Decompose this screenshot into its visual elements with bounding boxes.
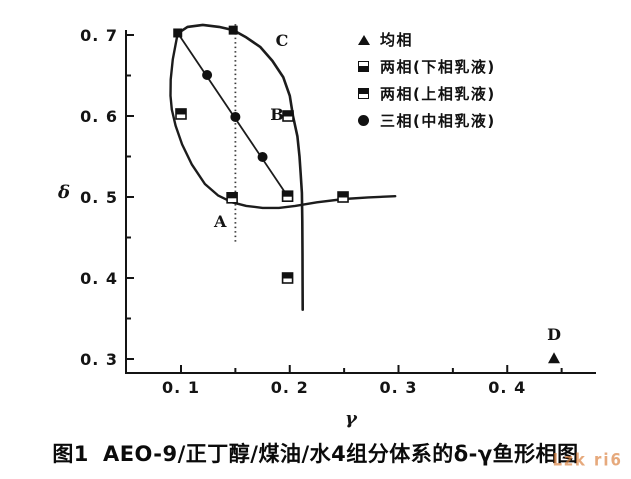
square-top-marker-fill	[338, 192, 349, 198]
y-tick-label: 0. 5	[80, 188, 118, 207]
legend-item-single-phase: 均相	[358, 26, 496, 53]
legend-item-two-phase-upper: 两相(上相乳液)	[358, 80, 496, 107]
annotation-C: C	[276, 31, 289, 50]
plot-generated-content: 0. 1 0. 2 0. 3 0. 4 0. 3 0. 4 0. 5 0. 6 0. 7 A B C D	[80, 23, 563, 397]
legend-item-three-phase: 三相(中相乳液)	[358, 107, 496, 134]
x-tick-label: 0. 1	[162, 378, 200, 397]
circle-marker	[230, 111, 241, 122]
square-bottom-filled-icon	[358, 61, 380, 72]
x-axis-label: γ	[345, 408, 358, 429]
fish-body-lower-and-tail-axis	[169, 32, 397, 210]
fish-body-upper-and-tail	[176, 23, 305, 311]
annotation-B: B	[270, 105, 284, 124]
legend-item-two-phase-lower: 两相(下相乳液)	[358, 53, 496, 80]
figure-number: 图1	[52, 442, 89, 466]
square-top-filled-icon	[358, 88, 380, 99]
circle-marker	[202, 70, 213, 81]
figure-caption: 图1 AEO-9/正丁醇/煤油/水4组分体系的δ-γ鱼形相图	[0, 438, 631, 468]
square-marker	[228, 25, 238, 35]
circle-filled-icon	[358, 115, 380, 126]
legend-label: 三相(中相乳液)	[380, 112, 496, 130]
square-top-marker-fill	[176, 108, 186, 115]
legend-label: 两相(下相乳液)	[380, 58, 496, 76]
y-tick-label: 0. 6	[80, 107, 118, 126]
legend-label: 均相	[380, 31, 414, 49]
phase-diagram-plot: 0. 1 0. 2 0. 3 0. 4 0. 3 0. 4 0. 5 0. 6 0. 7 A B C D…	[57, 23, 596, 429]
triangle-filled-icon	[358, 34, 380, 45]
circle-marker	[257, 151, 268, 162]
x-tick-label: 0. 3	[380, 378, 418, 397]
watermark: Lzk ri6	[552, 450, 623, 470]
square-top-marker-fill	[283, 111, 294, 117]
y-tick-label: 0. 7	[80, 26, 118, 45]
square-top-marker-fill	[282, 191, 293, 197]
annotation-D: D	[547, 325, 561, 344]
legend-label: 两相(上相乳液)	[380, 85, 496, 103]
x-tick-label: 0. 4	[488, 378, 526, 397]
triangle-marker	[548, 352, 561, 364]
y-axis-label: δ	[57, 182, 70, 203]
square-top-marker-fill	[282, 273, 293, 279]
annotation-A: A	[213, 212, 227, 231]
y-tick-label: 0. 4	[80, 269, 118, 288]
x-tick-label: 0. 2	[271, 378, 309, 397]
figure-caption-text: AEO-9/正丁醇/煤油/水4组分体系的δ-γ鱼形相图	[102, 442, 579, 466]
square-marker	[173, 28, 183, 38]
y-tick-label: 0. 3	[80, 350, 118, 369]
square-top-marker-fill	[227, 192, 238, 199]
legend: 均相 两相(下相乳液) 两相(上相乳液) 三相(中相乳液)	[358, 26, 496, 134]
